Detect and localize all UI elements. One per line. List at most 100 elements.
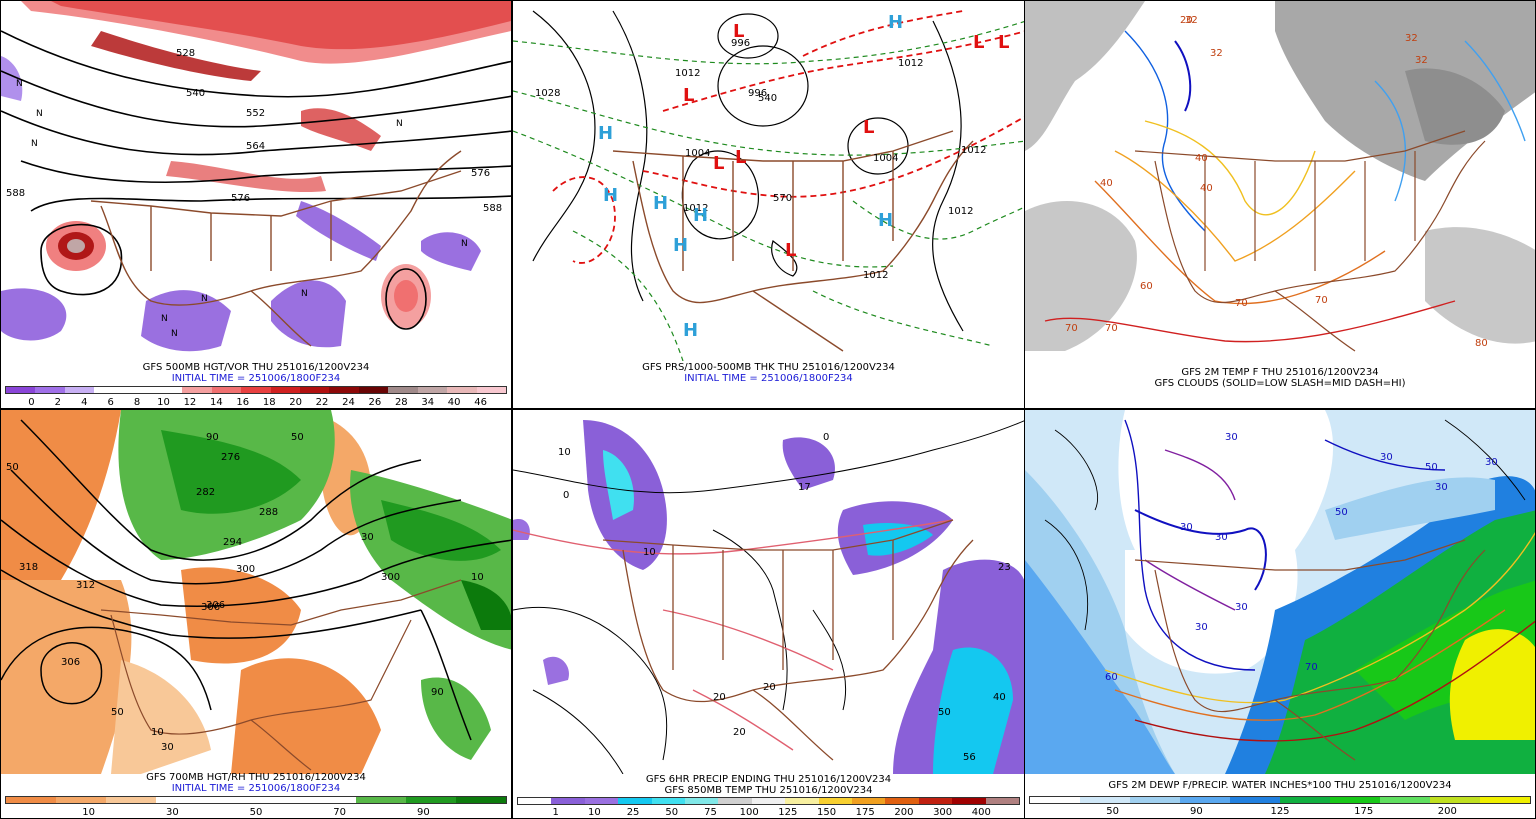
contour-label: 588 — [483, 203, 502, 214]
contour-label: 306 — [201, 602, 220, 613]
contour-label: 564 — [246, 141, 265, 152]
dewpoint-label: 30 — [1215, 532, 1228, 543]
color-scale-swatch — [1430, 797, 1480, 803]
low-pressure-l: L — [785, 240, 796, 261]
color-scale-tick-label: 22 — [315, 397, 329, 408]
low-pressure-l: L — [973, 32, 984, 53]
contour-label: 23 — [998, 562, 1011, 573]
color-scale-swatch — [1130, 797, 1180, 803]
contour-label: 318 — [19, 562, 38, 573]
color-scale-bar — [1029, 796, 1531, 804]
caption-title: GFS 6HR PRECIP ENDING THU 251016/1200V23… — [645, 774, 892, 785]
caption-initial-time: INITIAL TIME = 251006/1800F234 — [171, 783, 341, 794]
color-scale-swatch — [447, 387, 477, 393]
temperature-label: 70 — [1065, 323, 1078, 334]
color-scale-tick-label: 4 — [81, 397, 88, 408]
color-scale-tick-label: 0 — [28, 397, 35, 408]
color-scale-swatch — [123, 387, 154, 393]
color-scale-tick-label: 46 — [474, 397, 487, 408]
caption-title: GFS 500MB HGT/VOR THU 251016/1200V234 — [142, 362, 370, 373]
low-pressure-l: L — [863, 117, 874, 138]
color-scale-tick-label: 8 — [133, 397, 141, 408]
temperature-label: 32 — [1210, 48, 1223, 59]
color-scale-swatch — [785, 798, 819, 804]
contour-label: 20 — [713, 692, 726, 703]
color-scale-swatch — [685, 798, 719, 804]
color-scale-swatch — [211, 387, 242, 393]
dewpoint-label: 30 — [1235, 602, 1248, 613]
color-scale-swatch — [306, 797, 356, 803]
low-pressure-l: L — [683, 85, 694, 106]
contour-label: 576 — [231, 193, 250, 204]
dewpoint-label: 30 — [1225, 432, 1238, 443]
color-scale-tick-label: 28 — [394, 397, 408, 408]
caption-initial-time: INITIAL TIME = 251006/1800F234 — [171, 373, 341, 384]
contour-label: 17 — [798, 482, 811, 493]
color-scale-swatch — [651, 798, 686, 804]
contour-label: 294 — [223, 537, 242, 548]
color-scale-tick-label: 26 — [368, 397, 382, 408]
isobar-label: 540 — [758, 93, 777, 104]
contour-label: 90 — [206, 432, 219, 443]
color-scale-swatch — [270, 387, 301, 393]
color-scale-tick-label: 90 — [416, 807, 430, 818]
low-pressure-l: L — [735, 147, 746, 168]
color-scale-swatch — [182, 387, 212, 393]
isobar-label: 1004 — [873, 153, 898, 164]
color-scale-swatch — [64, 387, 95, 393]
isobar-label: 570 — [773, 193, 792, 204]
color-scale-swatch — [818, 798, 853, 804]
color-scale-swatch — [35, 387, 65, 393]
color-scale-tick-label: 50 — [665, 807, 679, 818]
color-scale-swatch — [241, 387, 271, 393]
color-scale-swatch — [94, 387, 124, 393]
dewpoint-label: 60 — [1105, 672, 1118, 683]
color-scale-swatch — [358, 387, 389, 393]
color-scale-tick-label: 10 — [157, 397, 170, 408]
temperature-label: 40 — [1100, 178, 1113, 189]
temperature-label: 20 — [1180, 15, 1193, 26]
contour-label: 50 — [291, 432, 304, 443]
isobar-label: 996 — [748, 88, 767, 99]
color-scale-swatch — [1330, 797, 1380, 803]
panel-500mb-hgt-vor: 528 540 552 564 576 588 588 576 N N N N N N N N N GFS 50… — [0, 0, 512, 409]
color-scale-swatch — [153, 387, 183, 393]
color-scale-swatch — [1180, 797, 1230, 803]
color-scale-tick-label: 12 — [183, 397, 197, 408]
high-pressure-h: H — [673, 235, 688, 256]
color-scale-tick-label: 75 — [704, 807, 717, 818]
caption-title: GFS 2M TEMP F THU 251016/1200V234 — [1181, 367, 1379, 378]
high-pressure-h: H — [693, 205, 708, 226]
isobar-label: 996 — [731, 38, 750, 49]
color-scale-swatch — [885, 798, 919, 804]
contour-label: 288 — [259, 507, 278, 518]
color-scale-tick-label: 2 — [54, 397, 62, 408]
contour-label: 528 — [176, 48, 195, 59]
isobar-label: 1012 — [863, 270, 888, 281]
caption-subtitle: GFS 850MB TEMP THU 251016/1200V234 — [664, 785, 873, 796]
color-scale-tick-label: 50 — [1106, 806, 1120, 817]
color-scale-swatch — [918, 798, 953, 804]
temperature-label: 70 — [1235, 298, 1248, 309]
contour-label: 588 — [6, 188, 25, 199]
contour-label: 300 — [236, 564, 255, 575]
color-scale-swatch — [618, 798, 652, 804]
color-scale-swatch — [6, 797, 56, 803]
color-scale-swatch — [952, 798, 986, 804]
contour-label: 30 — [161, 742, 174, 753]
map-700mb: 318 312 306 300 306 288 276 282 294 300 306 50 90 50 3… — [1, 410, 511, 774]
isobar-label: 1012 — [961, 145, 986, 156]
dewpoint-label: 50 — [1425, 462, 1438, 473]
color-scale-swatch — [551, 798, 585, 804]
vorticity-n-marker: N — [31, 139, 38, 149]
panel-2m-temp: 32 32 32 40 40 40 60 70 70 70 70 80 20 32 GFS 2M TEMP… — [1024, 0, 1536, 409]
color-scale-swatch — [156, 797, 206, 803]
vorticity-n-marker: N — [36, 109, 43, 119]
color-scale-swatch — [985, 798, 1020, 804]
caption-title: GFS 700MB HGT/RH THU 251016/1200V234 — [146, 772, 366, 783]
color-scale-swatch — [518, 798, 552, 804]
temperature-label: 70 — [1315, 295, 1328, 306]
color-scale-ticks: 0 2 4 6 8 10 12 14 16 18 20 22 24 26 28 34 40 46 — [5, 397, 507, 408]
